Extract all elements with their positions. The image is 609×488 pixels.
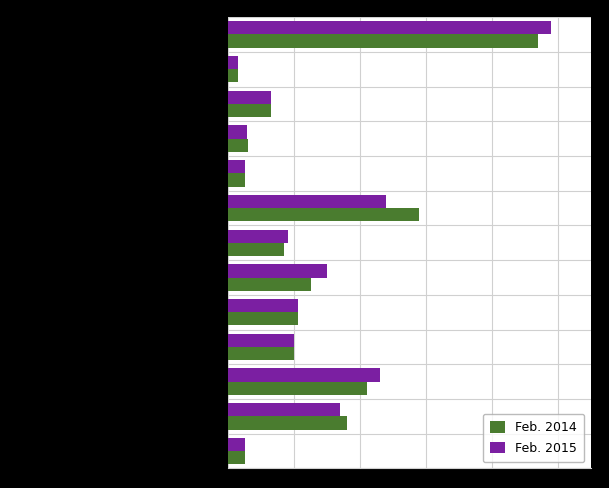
Bar [228,312,298,325]
Bar [228,208,420,221]
Bar [228,104,271,117]
Bar [228,438,245,451]
Bar [228,416,347,429]
Legend: Feb. 2014, Feb. 2015: Feb. 2014, Feb. 2015 [482,414,585,462]
Bar [228,69,238,82]
Bar [228,139,248,152]
Bar [228,173,245,186]
Bar [228,299,298,312]
Bar [228,56,238,69]
Bar [228,21,551,35]
Bar [228,278,311,291]
Bar [228,91,271,104]
Bar [228,229,287,243]
Bar [228,451,245,464]
Bar [228,368,380,382]
Bar [228,347,294,360]
Bar [228,160,245,173]
Bar [228,334,294,347]
Bar [228,35,538,48]
Bar [228,195,387,208]
Bar [228,403,340,416]
Bar [228,125,247,139]
Bar [228,382,367,395]
Bar [228,243,284,256]
Bar [228,264,327,278]
